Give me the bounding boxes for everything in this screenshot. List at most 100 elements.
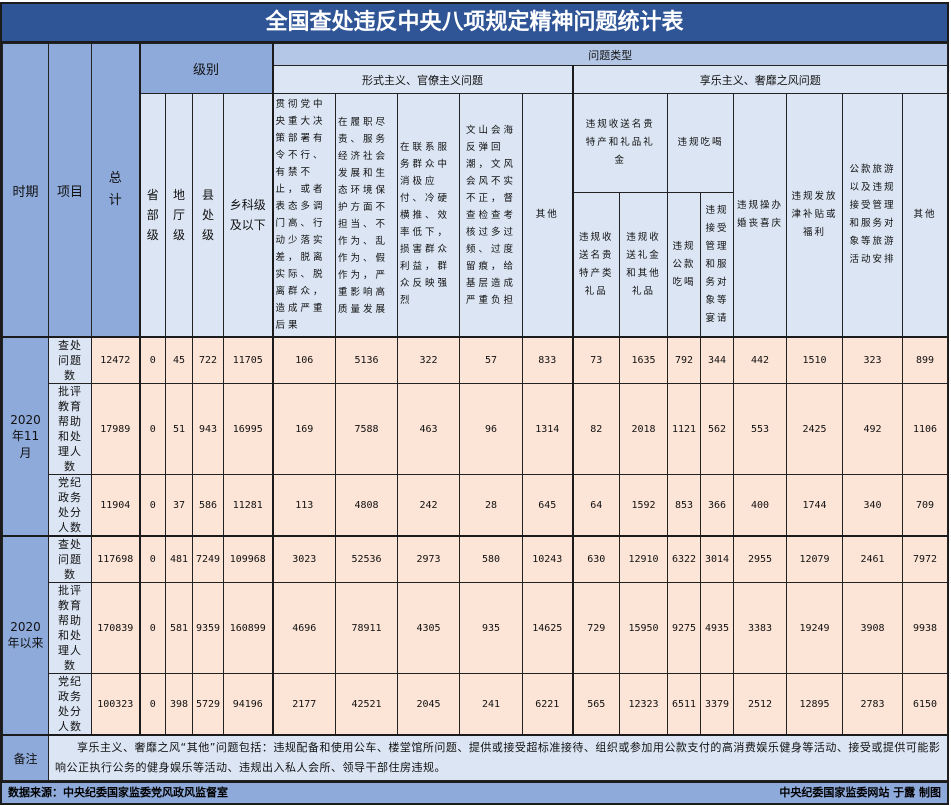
data-cell: 4696 xyxy=(271,582,337,674)
row-item-label: 查处问题数 xyxy=(48,535,92,583)
data-cell: 11281 xyxy=(222,474,274,537)
table-row: 党纪政务处分人数 100323 0 398 5729 94196 2177 42521 2045… xyxy=(3,673,949,736)
data-cell: 1744 xyxy=(786,474,844,537)
footer: 数据来源：中央纪委国家监委党风政风监督室 中央纪委国家监委网站 于露 制图 xyxy=(2,781,947,803)
data-cell: 64 xyxy=(571,474,621,537)
data-cell: 0 xyxy=(138,383,166,475)
header-dining-group: 违规吃喝 xyxy=(667,92,735,194)
table-row: 党纪政务处分人数 11904 0 37 586 11281 113 4808 242 28 645 6… xyxy=(3,474,949,537)
data-cell: 2461 xyxy=(842,535,904,583)
data-cell: 2018 xyxy=(619,383,669,475)
data-cell: 463 xyxy=(397,383,461,475)
header-total: 总计 xyxy=(91,43,140,338)
data-cell: 7588 xyxy=(335,383,399,475)
row-item-label: 党纪政务处分人数 xyxy=(48,673,92,736)
data-cell: 82 xyxy=(571,383,621,475)
note-label: 备注 xyxy=(2,734,49,781)
header-total-label: 总计 xyxy=(108,171,122,208)
data-cell: 3383 xyxy=(733,582,788,674)
data-cell: 2045 xyxy=(397,673,461,736)
data-cell: 645 xyxy=(522,474,574,537)
data-cell: 9359 xyxy=(192,582,224,674)
data-cell: 323 xyxy=(842,336,904,384)
data-cell: 1635 xyxy=(619,336,669,384)
header-hedonism: 享乐主义、奢靡之风问题 xyxy=(571,65,949,94)
data-cell: 242 xyxy=(397,474,461,537)
data-cell: 935 xyxy=(459,582,524,674)
data-cell: 0 xyxy=(138,673,166,736)
data-cell: 0 xyxy=(138,582,166,674)
data-cell: 17989 xyxy=(91,383,140,475)
data-cell: 340 xyxy=(842,474,904,537)
header-formalism-col-4: 文山会海反弹回潮，文风会风不实不正，督查检查考核过多过频、过度留痕，给基层造成严… xyxy=(459,93,524,338)
data-cell: 1314 xyxy=(522,383,574,475)
table-title: 全国查处违反中央八项规定精神问题统计表 xyxy=(2,4,947,43)
header-level-prefecture: 地厅级 xyxy=(165,93,193,338)
data-cell: 1106 xyxy=(902,383,949,475)
data-cell: 4305 xyxy=(397,582,461,674)
credit: 中央纪委国家监委网站 于露 制图 xyxy=(779,786,941,799)
data-cell: 12472 xyxy=(91,336,140,384)
data-cell: 442 xyxy=(733,336,788,384)
data-cell: 1510 xyxy=(786,336,844,384)
row-item-label: 查处问题数 xyxy=(48,336,92,384)
header-dining-public: 违规公款吃喝 xyxy=(667,192,702,338)
header-period: 时期 xyxy=(2,43,49,338)
data-cell: 2177 xyxy=(271,673,337,736)
data-cell: 11705 xyxy=(222,336,274,384)
data-cell: 322 xyxy=(397,336,461,384)
note-text: 享乐主义、奢靡之风“其他”问题包括：违规配备和使用公车、楼堂馆所问题、提供或接受… xyxy=(47,734,949,781)
data-cell: 169 xyxy=(271,383,337,475)
data-cell: 37 xyxy=(165,474,193,537)
period-label: 2020年以来 xyxy=(2,535,49,736)
data-cell: 9275 xyxy=(667,582,702,674)
data-cell: 113 xyxy=(271,474,337,537)
data-cell: 943 xyxy=(192,383,224,475)
data-cell: 481 xyxy=(165,535,193,583)
header-formalism-other: 其他 xyxy=(522,93,574,338)
data-cell: 0 xyxy=(138,336,166,384)
data-cell: 853 xyxy=(667,474,702,537)
data-cell: 96 xyxy=(459,383,524,475)
header-level-township: 乡科级及以下 xyxy=(222,93,274,338)
header-hedonism-other: 其他 xyxy=(902,93,949,338)
data-cell: 2425 xyxy=(786,383,844,475)
table-row: 批评教育帮助和处理人数 17989 0 51 943 16995 169 7588 463 96 1… xyxy=(3,383,949,475)
header-wedding-funeral: 违规操办婚丧喜庆 xyxy=(733,93,788,338)
data-cell: 12895 xyxy=(786,673,844,736)
data-cell: 12079 xyxy=(786,535,844,583)
data-cell: 117698 xyxy=(91,535,140,583)
data-cell: 100323 xyxy=(91,673,140,736)
data-cell: 344 xyxy=(700,336,735,384)
header-formalism-col-2: 在履职尽责、服务经济社会发展和生态环境保护方面不担当、不作为、乱作为、假作为，严… xyxy=(335,93,399,338)
data-cell: 562 xyxy=(700,383,735,475)
data-cell: 78911 xyxy=(335,582,399,674)
data-cell: 109968 xyxy=(222,535,274,583)
data-cell: 11904 xyxy=(91,474,140,537)
data-cell: 15950 xyxy=(619,582,669,674)
data-cell: 12910 xyxy=(619,535,669,583)
data-cell: 42521 xyxy=(335,673,399,736)
data-cell: 51 xyxy=(165,383,193,475)
header-gift-group: 违规收送名贵特产和礼品礼金 xyxy=(571,92,669,194)
header-formalism: 形式主义、官僚主义问题 xyxy=(271,65,574,94)
level-label: 地厅级 xyxy=(172,188,185,242)
data-cell: 400 xyxy=(733,474,788,537)
table-row: 2020年以来 查处问题数 117698 0 481 7249 109968 3023 5253… xyxy=(2,535,949,736)
data-cell: 565 xyxy=(571,673,621,736)
data-cell: 57 xyxy=(459,336,524,384)
data-cell: 2955 xyxy=(733,535,788,583)
data-cell: 2783 xyxy=(842,673,904,736)
data-cell: 106 xyxy=(271,336,337,384)
data-cell: 170839 xyxy=(91,582,140,674)
data-cell: 5729 xyxy=(192,673,224,736)
data-cell: 722 xyxy=(192,336,224,384)
data-source: 数据来源：中央纪委国家监委党风政风监督室 xyxy=(8,786,228,799)
table-body: 2020年11月 查处问题数 12472 0 45 722 11705 106 5136 322 5… xyxy=(2,336,949,736)
header-item: 项目 xyxy=(48,43,92,338)
data-cell: 899 xyxy=(902,336,949,384)
data-cell: 52536 xyxy=(335,535,399,583)
data-cell: 581 xyxy=(165,582,193,674)
data-cell: 0 xyxy=(138,535,166,583)
